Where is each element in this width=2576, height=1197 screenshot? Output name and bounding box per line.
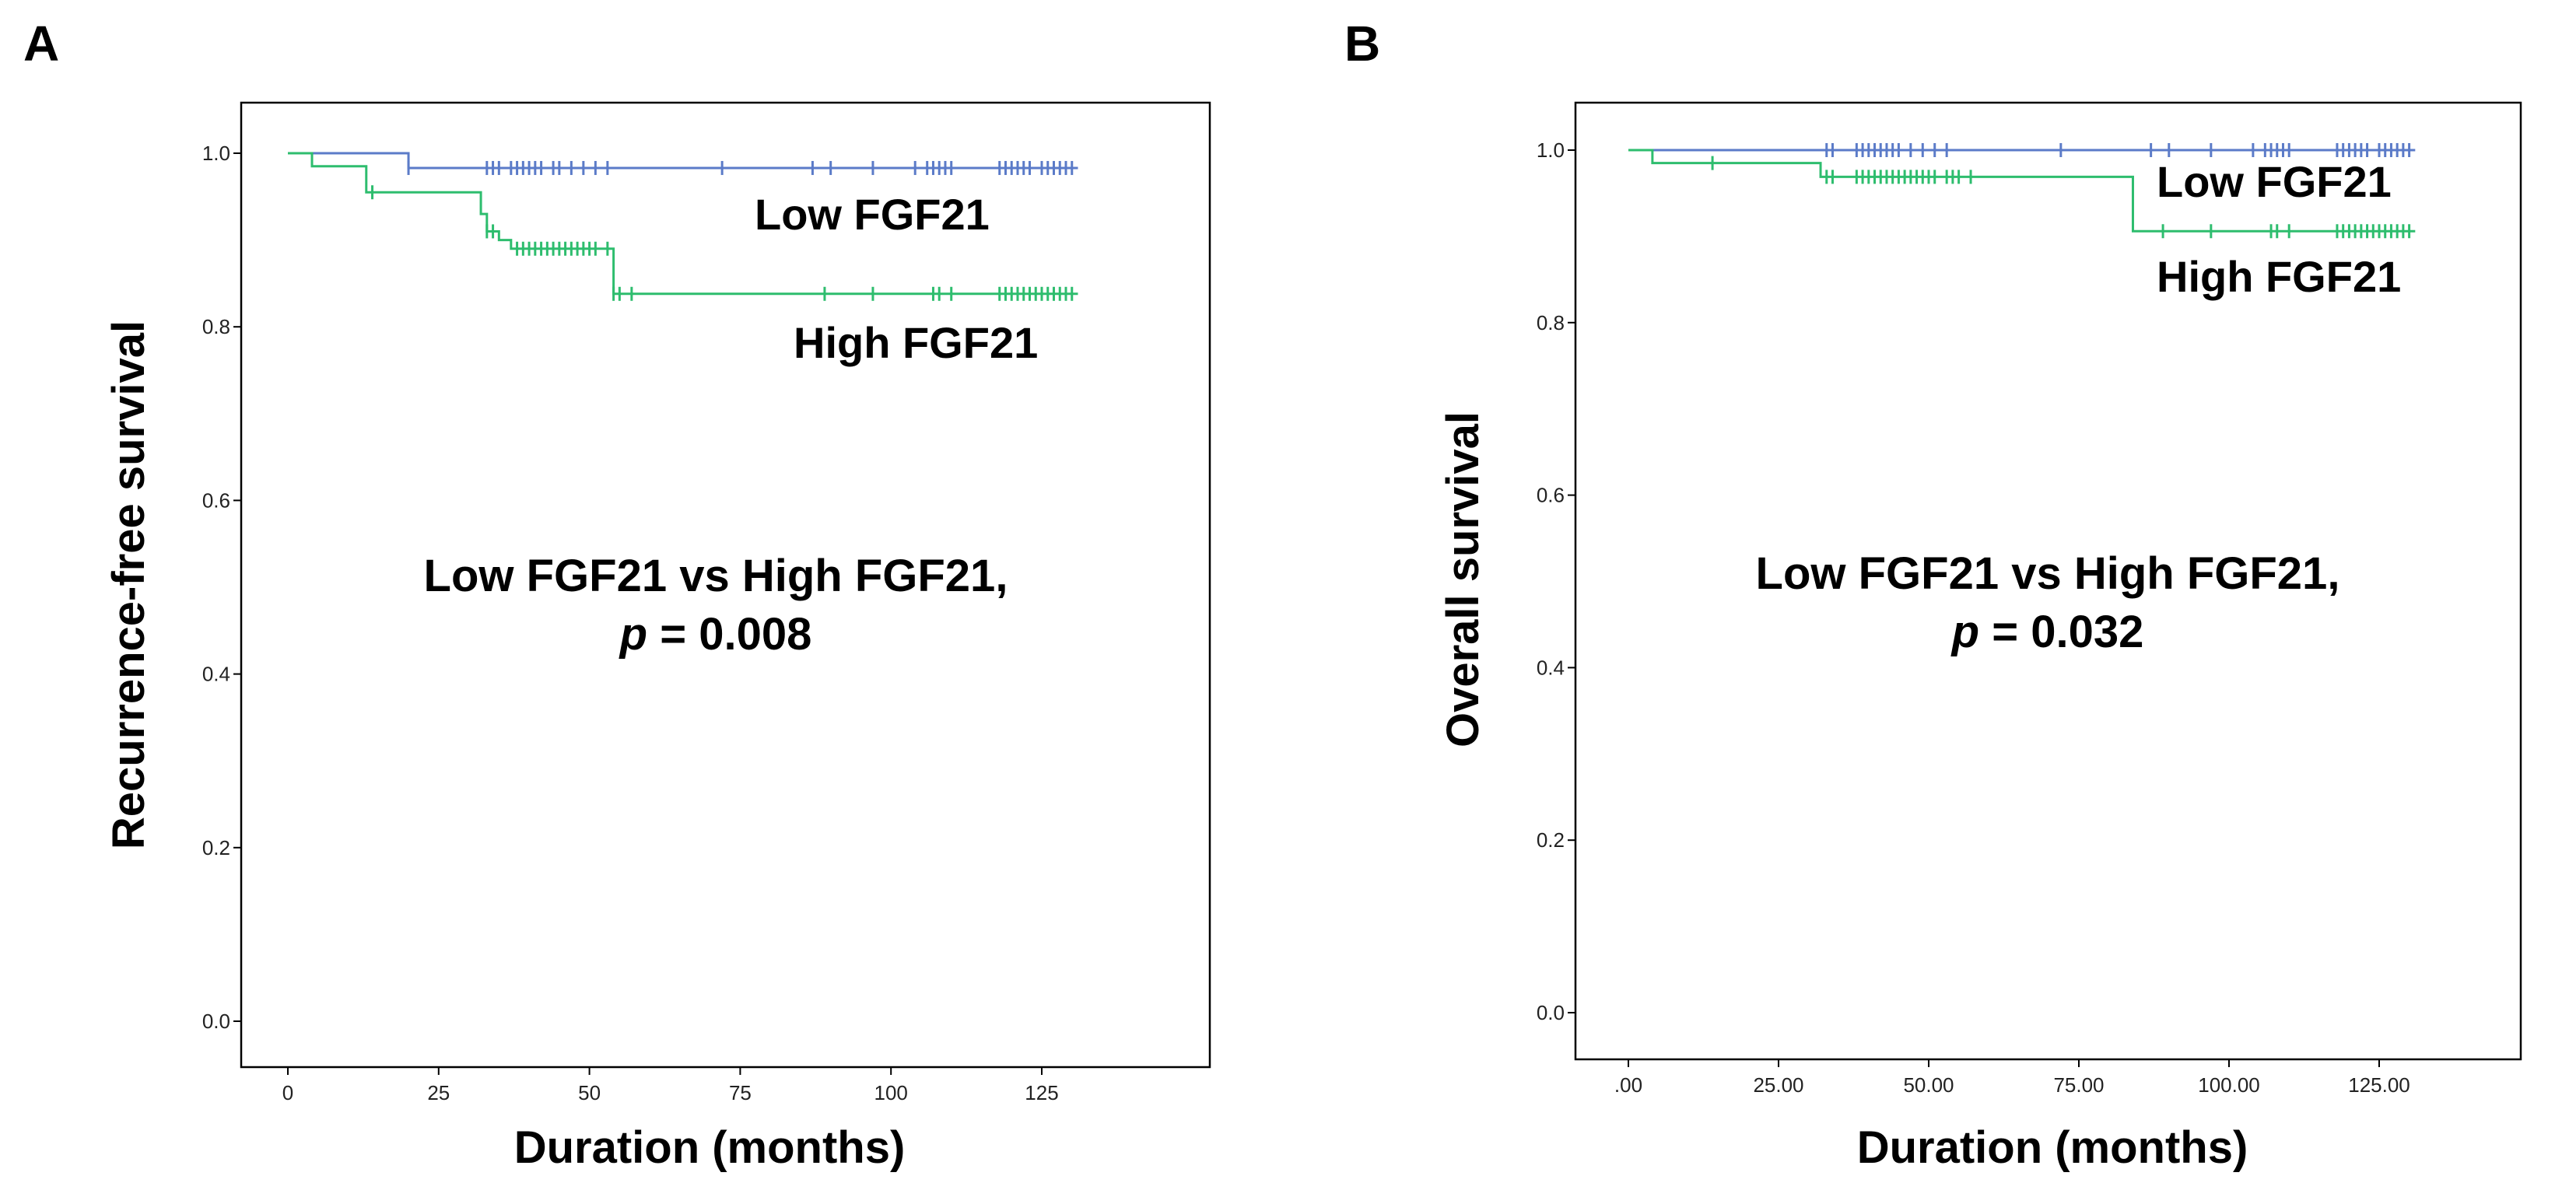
x-tick-label: 75 [729, 1081, 752, 1104]
plot-frame-b [1574, 101, 2522, 1061]
p-value-b: = 0.032 [1979, 607, 2143, 657]
y-axis-title-b: Overall survival [1438, 411, 1488, 747]
y-tick-label: 0.6 [1537, 484, 1565, 507]
y-tick-label: 0.8 [1537, 311, 1565, 334]
plot-frame-a [240, 101, 1211, 1069]
series-label-low-a: Low FGF21 [755, 190, 990, 239]
axes-b: 0.0 0.2 0.4 0.6 0.8 1.0 .00 25.00 50.00 … [1537, 138, 2410, 1097]
series-label-high-b: High FGF21 [2157, 252, 2401, 301]
annotation-line1-a: Low FGF21 vs High FGF21, [424, 551, 1008, 601]
p-symbol-b: p [1950, 607, 1979, 657]
series-label-low-b: Low FGF21 [2157, 157, 2392, 206]
panel-a: A 0.0 0.2 0.4 0.6 0.8 1.0 0 25 50 75 100… [23, 16, 1211, 1173]
y-tick-label: 0.0 [202, 1010, 230, 1033]
x-tick-label: 75.00 [2053, 1073, 2104, 1097]
y-tick-label: 0.4 [202, 663, 230, 686]
y-axis-title-a: Recurrence-free survival [103, 320, 154, 849]
x-tick-label: 125.00 [2348, 1073, 2410, 1097]
panel-b: B 0.0 0.2 0.4 0.6 0.8 1.0 .00 25.00 50.0… [1344, 16, 2522, 1173]
x-axis-title-b: Duration (months) [1857, 1122, 2248, 1173]
y-tick-label: 0.6 [202, 488, 230, 512]
annotation-line1-b: Low FGF21 vs High FGF21, [1756, 548, 2340, 599]
x-tick-label: 50 [578, 1081, 601, 1104]
x-tick-label: 25 [427, 1081, 450, 1104]
y-tick-label: 0.4 [1537, 656, 1565, 679]
panel-letter-a: A [23, 16, 59, 72]
p-value-a: = 0.008 [647, 609, 811, 660]
curves-b [1628, 143, 2416, 239]
axes-a: 0.0 0.2 0.4 0.6 0.8 1.0 0 25 50 75 100 1… [202, 142, 1059, 1104]
km-curve-high-fgf21 [288, 152, 1078, 296]
x-tick-label: .00 [1614, 1073, 1642, 1097]
y-tick-label: 0.8 [202, 315, 230, 338]
y-tick-label: 0.2 [202, 836, 230, 859]
series-label-high-a: High FGF21 [794, 318, 1038, 367]
x-tick-label: 50.00 [1903, 1073, 1954, 1097]
y-tick-label: 1.0 [1537, 138, 1565, 162]
km-curve-low-fgf21 [288, 152, 1078, 170]
x-tick-label: 125 [1025, 1081, 1058, 1104]
annotation-pvalue-a: p = 0.008 [619, 609, 812, 660]
x-tick-label: 0 [282, 1081, 293, 1104]
y-tick-label: 1.0 [202, 142, 230, 165]
x-tick-label: 100 [874, 1081, 908, 1104]
annotation-pvalue-b: p = 0.032 [1950, 607, 2144, 657]
x-axis-title-a: Duration (months) [514, 1122, 906, 1173]
x-tick-label: 100.00 [2198, 1073, 2260, 1097]
p-symbol-a: p [619, 609, 647, 660]
y-tick-label: 0.0 [1537, 1001, 1565, 1024]
x-tick-label: 25.00 [1753, 1073, 1803, 1097]
km-curve-high-fgf21 [1628, 149, 2416, 233]
panel-letter-b: B [1344, 16, 1380, 72]
y-tick-label: 0.2 [1537, 828, 1565, 852]
curves-a [288, 152, 1078, 301]
